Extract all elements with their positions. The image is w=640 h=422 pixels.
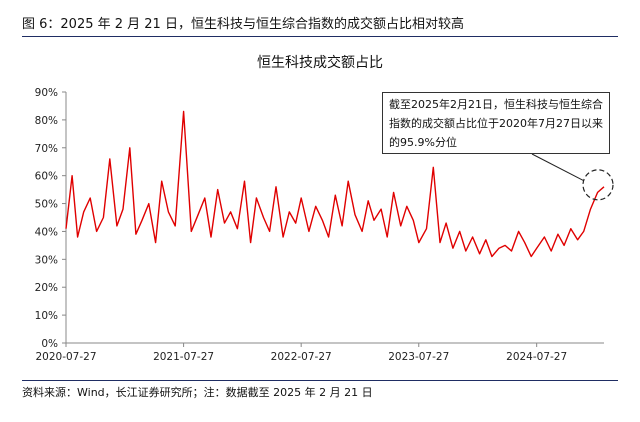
figure-caption: 图 6：2025 年 2 月 21 日，恒生科技与恒生综合指数的成交额占比相对较… [22,14,618,37]
y-tick-label: 70% [35,143,58,155]
annotation-overlay [531,153,614,201]
x-tick-label: 2021-07-27 [153,351,214,363]
x-tick-label: 2020-07-27 [35,351,96,363]
source-note: 资料来源：Wind，长江证券研究所；注：数据截至 2025 年 2 月 21 日 [22,380,618,403]
plot-area [65,110,605,258]
y-tick-label: 80% [35,115,58,127]
chart-annotation: 截至2025年2月21日，恒生科技与恒生综合指数的成交额占比位于2020年7月2… [382,92,610,154]
y-tick-label: 50% [35,199,58,211]
chart-axes: 0% 10% 20% 30% 40% 50% 60% 70% 80% 90% 2020-07-27 2… [35,87,604,363]
x-tick-label: 2024-07-27 [506,351,567,363]
y-tick-label: 60% [35,171,58,183]
x-tick-label: 2023-07-27 [388,351,449,363]
annotation-leader [531,153,585,182]
y-tick-label: 20% [35,282,58,294]
y-tick-label: 90% [35,87,58,99]
line-chart: 0% 10% 20% 30% 40% 50% 60% 70% 80% 90% 2020-07-27 2… [35,87,614,363]
highlight-circle [582,169,614,201]
source-note-text: 资料来源：Wind，长江证券研究所；注：数据截至 2025 年 2 月 21 日 [22,386,373,399]
x-tick-label: 2022-07-27 [271,351,332,363]
y-tick-label: 10% [35,310,58,322]
y-tick-label: 0% [41,338,58,350]
figure-caption-text: 图 6：2025 年 2 月 21 日，恒生科技与恒生综合指数的成交额占比相对较… [22,17,464,32]
y-tick-label: 40% [35,226,58,238]
chart-title: 恒生科技成交额占比 [257,55,383,71]
y-tick-label: 30% [35,254,58,266]
